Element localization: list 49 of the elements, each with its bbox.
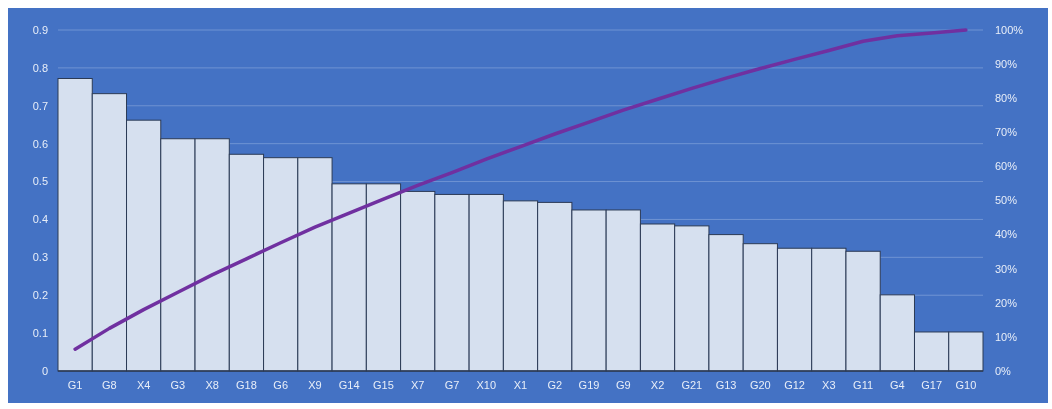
- y2-tick-label: 30%: [995, 262, 1018, 275]
- x-tick-label: G8: [102, 379, 117, 391]
- x-tick-label: G12: [784, 379, 805, 391]
- x-tick-label: G2: [547, 379, 563, 391]
- x-tick-label: X2: [650, 379, 665, 391]
- x-tick-label: G15: [373, 379, 394, 391]
- x-tick-label: X4: [136, 379, 151, 391]
- x-tick-label: X1: [513, 379, 528, 391]
- y-tick-label: 0.7: [32, 99, 48, 112]
- x-tick-label: G14: [338, 379, 360, 391]
- x-tick-label: X8: [205, 379, 219, 391]
- x-tick-label: X10: [476, 379, 497, 391]
- x-tick-label: G17: [921, 379, 943, 391]
- x-tick-label: G4: [890, 379, 905, 391]
- y-tick-label: 0.3: [32, 251, 48, 264]
- y-tick-label: 0.1: [32, 326, 48, 339]
- y2-tick-label: 80%: [995, 92, 1018, 105]
- line-series: [73, 28, 968, 351]
- x-tick-label: G1: [67, 379, 83, 391]
- y-tick-label: 0.6: [32, 137, 48, 150]
- y2-tick-label: 70%: [995, 126, 1018, 139]
- y-tick-label: 0.9: [32, 23, 48, 36]
- y-tick-label: 0: [41, 364, 48, 377]
- x-tick-label: G13: [715, 379, 737, 391]
- x-tick-label: G10: [955, 379, 977, 391]
- y2-tick-label: 0%: [995, 364, 1012, 377]
- x-tick-label: G19: [578, 379, 600, 391]
- y2-tick-label: 40%: [995, 228, 1018, 241]
- x-tick-label: G21: [681, 379, 703, 391]
- y2-tick-label: 20%: [995, 296, 1018, 309]
- y2-tick-label: 100%: [995, 23, 1024, 36]
- x-tick-label: G3: [170, 379, 186, 391]
- x-tick-label: X3: [822, 379, 836, 391]
- x-tick-label: G7: [444, 379, 460, 391]
- x-tick-label: G11: [853, 379, 874, 391]
- y-tick-label: 0.8: [32, 61, 48, 74]
- y-tick-label: 0.4: [32, 213, 48, 226]
- x-tick-label: G6: [273, 379, 289, 391]
- y2-tick-label: 10%: [995, 330, 1018, 343]
- x-tick-label: G9: [615, 379, 631, 391]
- x-tick-label: X9: [308, 379, 322, 391]
- y2-tick-label: 50%: [995, 194, 1018, 207]
- y2-tick-label: 60%: [995, 160, 1018, 173]
- y-tick-label: 0.2: [32, 289, 48, 302]
- y-tick-label: 0.5: [32, 175, 48, 188]
- x-tick-label: G18: [236, 379, 257, 391]
- x-tick-label: X7: [410, 379, 425, 391]
- x-tick-label: G20: [749, 379, 771, 391]
- y2-tick-label: 90%: [995, 57, 1018, 70]
